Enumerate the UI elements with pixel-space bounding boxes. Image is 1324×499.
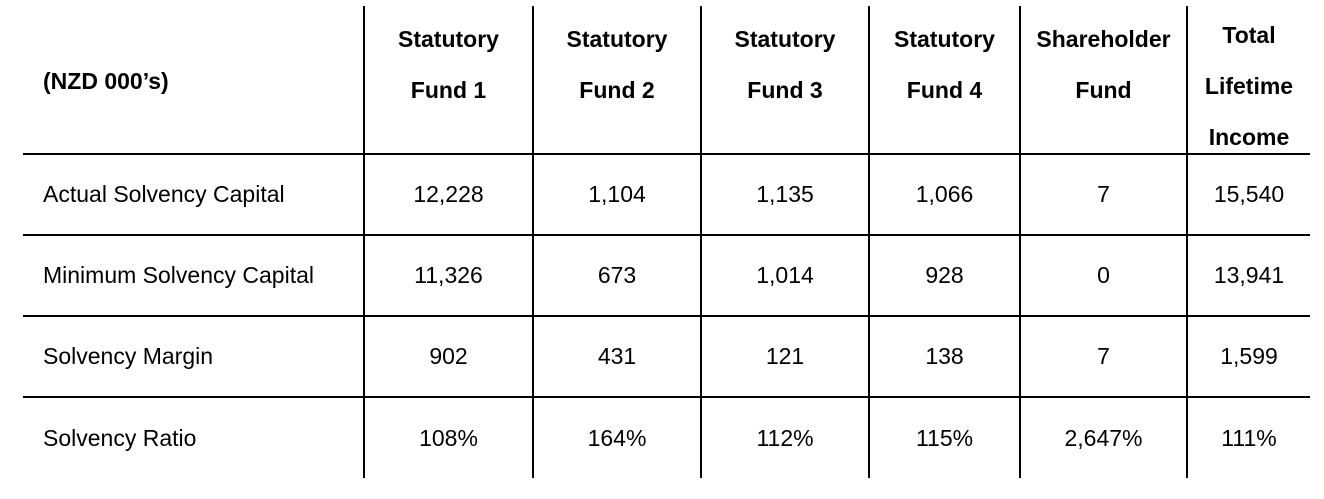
row-label-solvency-ratio: Solvency Ratio [43, 424, 197, 451]
table-cell: 12,228 [413, 181, 484, 207]
table-cell: 13,941 [1213, 262, 1285, 288]
column-divider [532, 6, 534, 478]
table-cell: 108% [419, 424, 478, 451]
table-cell: 115% [915, 424, 974, 451]
table-cell: 431 [597, 343, 637, 369]
table-cell: 928 [925, 262, 964, 288]
unit-label: (NZD 000’s) [43, 67, 169, 94]
table-cell: 0 [1097, 262, 1110, 288]
row-divider [23, 315, 1310, 317]
table-cell: 1,066 [915, 181, 974, 207]
table-cell: 7 [1097, 181, 1110, 207]
table-cell: 121 [765, 343, 805, 369]
column-header-total-lifetime-income: Total Lifetime Income [1204, 22, 1294, 150]
row-label-solvency-margin: Solvency Margin [43, 343, 214, 369]
row-label-actual-solvency-capital: Actual Solvency Capital [43, 181, 285, 207]
table-cell: 15,540 [1213, 181, 1285, 207]
column-header-statutory-fund-3: Statutory Fund 3 [734, 26, 836, 103]
table-cell: 111% [1221, 424, 1277, 451]
table-cell: 1,135 [756, 181, 814, 207]
header-divider [23, 153, 1310, 155]
table-cell: 112% [756, 424, 814, 451]
column-divider [363, 6, 365, 478]
column-header-statutory-fund-4: Statutory Fund 4 [894, 26, 995, 103]
column-divider [700, 6, 702, 478]
table-cell: 1,104 [588, 181, 646, 207]
table-cell: 673 [597, 262, 637, 288]
row-divider [23, 234, 1310, 236]
column-divider [1186, 6, 1188, 478]
column-header-statutory-fund-1: Statutory Fund 1 [398, 26, 499, 103]
column-header-statutory-fund-2: Statutory Fund 2 [566, 26, 668, 103]
table-cell: 2,647% [1064, 424, 1143, 451]
table-cell: 1,599 [1220, 343, 1278, 369]
solvency-table: (NZD 000’s) Statutory Fund 1 Statutory F… [23, 6, 1310, 478]
column-header-shareholder-fund: Shareholder Fund [1036, 26, 1171, 103]
row-divider [23, 396, 1310, 398]
table-cell: 138 [925, 343, 964, 369]
table-cell: 11,326 [414, 262, 483, 288]
column-divider [868, 6, 870, 478]
table-cell: 1,014 [756, 262, 814, 288]
table-cell: 7 [1097, 343, 1110, 369]
table-cell: 902 [429, 343, 468, 369]
column-divider [1019, 6, 1021, 478]
row-label-minimum-solvency-capital: Minimum Solvency Capital [43, 262, 314, 288]
table-cell: 164% [587, 424, 647, 451]
